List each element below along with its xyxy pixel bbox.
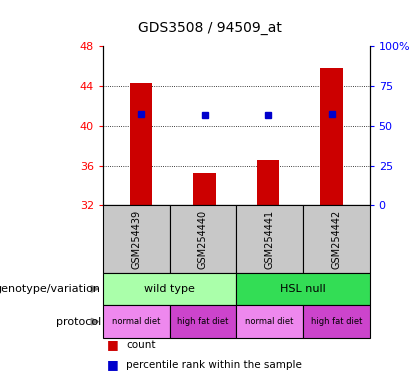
Text: protocol: protocol xyxy=(55,316,101,327)
Bar xyxy=(103,305,170,338)
Text: normal diet: normal diet xyxy=(245,317,294,326)
Bar xyxy=(193,172,215,205)
Text: ■: ■ xyxy=(107,338,119,351)
Bar xyxy=(320,68,343,205)
Bar xyxy=(236,273,370,305)
Bar xyxy=(170,305,236,338)
Text: GSM254439: GSM254439 xyxy=(131,210,141,268)
Text: HSL null: HSL null xyxy=(280,284,326,294)
Text: genotype/variation: genotype/variation xyxy=(0,284,101,294)
Bar xyxy=(103,205,170,273)
Text: ■: ■ xyxy=(107,358,119,371)
Text: GDS3508 / 94509_at: GDS3508 / 94509_at xyxy=(138,21,282,35)
Bar xyxy=(236,305,303,338)
Bar xyxy=(303,305,370,338)
Text: high fat diet: high fat diet xyxy=(177,317,228,326)
Text: normal diet: normal diet xyxy=(112,317,160,326)
Text: GSM254440: GSM254440 xyxy=(198,210,208,268)
Text: GSM254442: GSM254442 xyxy=(331,209,341,269)
Text: high fat diet: high fat diet xyxy=(310,317,362,326)
Bar xyxy=(303,205,370,273)
Bar xyxy=(130,83,152,205)
Bar xyxy=(170,205,236,273)
Text: wild type: wild type xyxy=(144,284,195,294)
Text: percentile rank within the sample: percentile rank within the sample xyxy=(126,359,302,369)
Text: count: count xyxy=(126,339,155,349)
Bar xyxy=(257,160,279,205)
Bar xyxy=(103,273,236,305)
Bar xyxy=(236,205,303,273)
Text: GSM254441: GSM254441 xyxy=(265,210,275,268)
